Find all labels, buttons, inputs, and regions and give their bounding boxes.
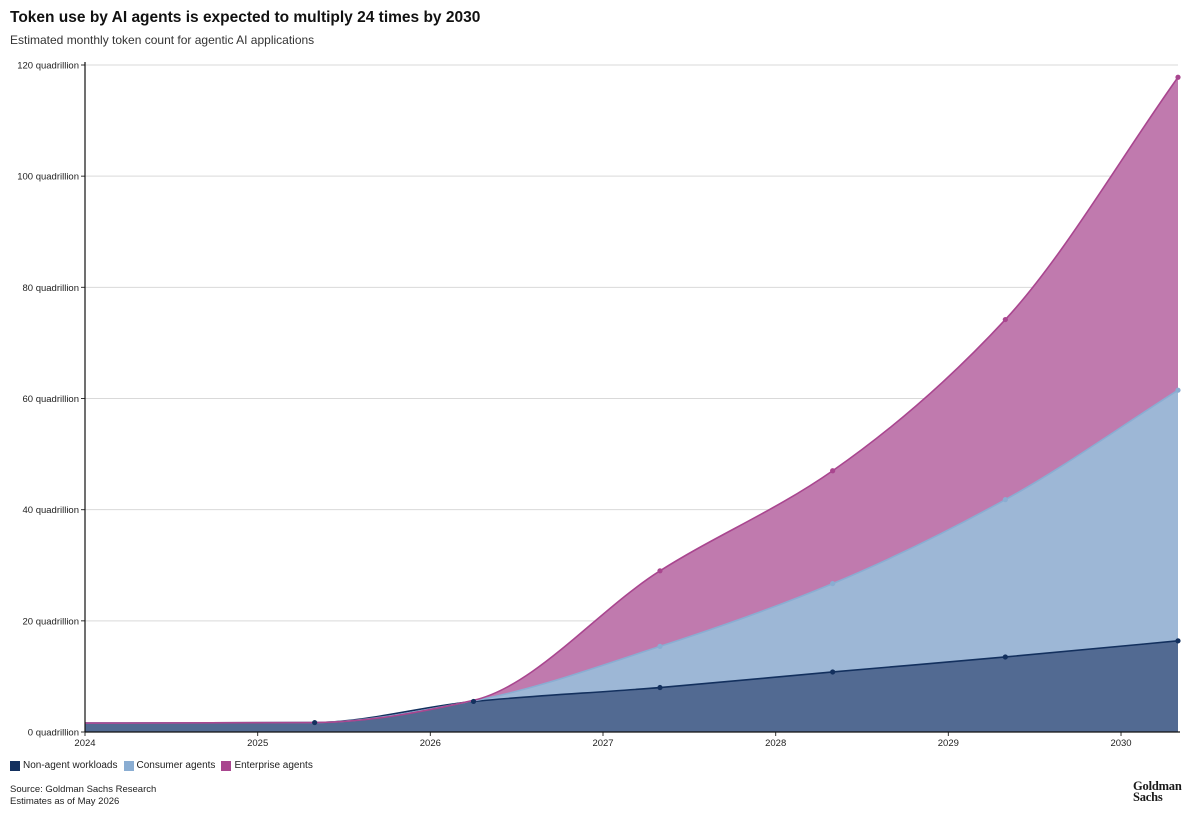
data-point [1175, 638, 1181, 644]
legend-item-enterprise: Enterprise agents [221, 760, 313, 771]
y-tick-label: 80 quadrillion [22, 283, 79, 294]
legend-item-non-agent: Non-agent workloads [10, 760, 118, 771]
area-consumer-agents [85, 390, 1178, 724]
logo-line-2: Sachs [1133, 790, 1163, 804]
stacked-area-chart: 0 quadrillion 20 quadrillion 40 quadrillio… [17, 61, 1181, 750]
area-non-agent-workloads [85, 640, 1178, 732]
data-point [657, 684, 663, 691]
estimate-note: Estimates as of May 2026 [10, 796, 120, 807]
legend-label-consumer: Consumer agents [136, 760, 216, 771]
legend-label-enterprise: Enterprise agents [234, 760, 313, 771]
data-point [1175, 74, 1181, 80]
data-point [1175, 387, 1181, 393]
data-point [657, 568, 663, 574]
area-enterprise-agents [85, 77, 1178, 724]
y-tick-label: 60 quadrillion [22, 394, 79, 405]
y-tick-label: 20 quadrillion [22, 616, 79, 627]
legend-item-consumer: Consumer agents [123, 760, 216, 771]
chart-axes [81, 62, 1180, 736]
chart-points [312, 74, 1181, 726]
legend-swatch-enterprise [221, 760, 232, 771]
legend-swatch-consumer [123, 760, 134, 771]
chart-subtitle: Estimated monthly token count for agenti… [10, 33, 315, 47]
source-text: Source: Goldman Sachs Research [10, 784, 157, 795]
x-tick-label: 2028 [765, 738, 786, 749]
data-point [470, 698, 477, 705]
data-point [830, 468, 836, 474]
y-tick-label: 0 quadrillion [28, 728, 79, 739]
y-tick-label: 100 quadrillion [17, 172, 79, 183]
data-point [1002, 316, 1008, 323]
legend: Non-agent workloads Consumer agents Ente… [10, 760, 313, 771]
chart-title: Token use by AI agents is expected to mu… [10, 9, 481, 26]
data-point [830, 580, 836, 587]
x-tick-label: 2027 [592, 738, 613, 749]
x-tick-label: 2029 [938, 738, 959, 749]
x-tick-label: 2030 [1110, 738, 1131, 749]
source-note: Source: Goldman Sachs Research Estimates… [10, 784, 156, 808]
goldman-sachs-logo: Goldman Sachs [1133, 779, 1182, 804]
y-tick-label: 40 quadrillion [22, 505, 79, 516]
legend-label-non-agent: Non-agent workloads [23, 760, 118, 771]
x-tick-label: 2025 [247, 738, 268, 749]
y-tick-label: 120 quadrillion [17, 61, 79, 72]
chart-tick-labels: 0 quadrillion 20 quadrillion 40 quadrillio… [17, 61, 1131, 750]
data-point [1002, 654, 1008, 660]
x-tick-label: 2026 [420, 738, 441, 749]
data-point [1002, 497, 1008, 503]
chart-areas [85, 77, 1178, 732]
data-point [312, 719, 318, 726]
legend-swatch-non-agent [10, 760, 20, 771]
data-point [830, 669, 836, 675]
x-tick-label: 2024 [74, 738, 95, 749]
logo-line-1: Goldman [1133, 779, 1182, 793]
data-point [657, 643, 663, 650]
